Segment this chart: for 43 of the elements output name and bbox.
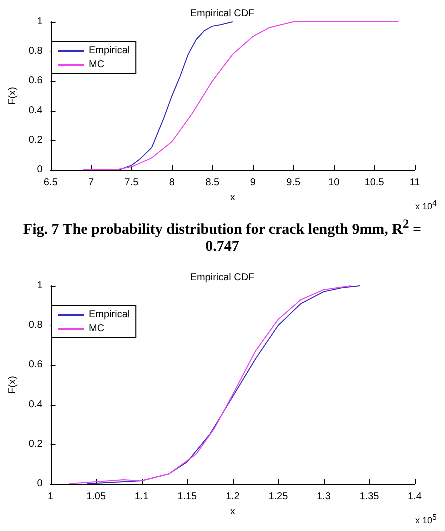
line-series — [82, 22, 400, 170]
legend-label: Empirical — [89, 46, 130, 56]
x-tick-label: 10.5 — [364, 178, 385, 188]
text: Fig. 7 The probability distribution for crack length 9mm, R$^{2}$ = 0.747 — [23, 217, 422, 255]
x-tick-label: 1.2 — [226, 492, 240, 502]
x-tick-label: 8 — [169, 178, 176, 188]
y-tick-label: 0.4 — [28, 105, 44, 116]
y-axis-title: F(x) — [8, 376, 18, 394]
x-tick-label: 11 — [410, 178, 421, 188]
x-tick-label: 1.15 — [178, 492, 198, 502]
chart-title: Empirical CDF — [190, 8, 255, 20]
x-axis-title: x — [230, 192, 236, 204]
x-tick-label: 1.1 — [134, 492, 150, 502]
legend-label: MC — [89, 324, 105, 334]
y-tick-label: 1 — [37, 280, 44, 292]
x-tick-label: 8.5 — [206, 178, 220, 188]
x-tick-label: 9 — [250, 178, 256, 188]
x-tick-label: 1.05 — [86, 492, 106, 502]
y-tick-label: 0.6 — [28, 76, 44, 87]
chart-title: Empirical CDF — [190, 272, 255, 284]
x-tick-label: 7.5 — [124, 178, 140, 188]
y-tick-label: 0.8 — [28, 46, 44, 58]
y-axis-title: F(x) — [8, 87, 18, 105]
y-tick-label: 0 — [37, 164, 44, 176]
y-tick-label: 0.2 — [28, 438, 44, 450]
y-tick-label: 0 — [37, 478, 44, 490]
x-tick-label: 1 — [48, 492, 54, 502]
x-axis-title: x — [230, 506, 236, 518]
x-tick-label: 10 — [328, 178, 340, 188]
y-tick-label: 0.2 — [28, 134, 44, 146]
y-tick-label: 0.4 — [28, 399, 44, 410]
x-tick-label: 1.25 — [268, 492, 289, 502]
x-tick-label: 9.5 — [286, 178, 301, 188]
y-tick-label: 0.8 — [28, 320, 44, 332]
legend-label: Empirical — [89, 310, 130, 320]
x-tick-label: 1.35 — [360, 492, 380, 502]
x-tick-label: 6.5 — [44, 178, 58, 188]
x-tick-label: 1.3 — [316, 492, 332, 502]
legend-label: MC — [89, 60, 105, 70]
x-tick-label: 1.4 — [408, 492, 422, 502]
y-tick-label: 1 — [37, 16, 44, 28]
x-tick-label: 7 — [88, 178, 94, 188]
y-tick-label: 0.6 — [28, 360, 44, 371]
